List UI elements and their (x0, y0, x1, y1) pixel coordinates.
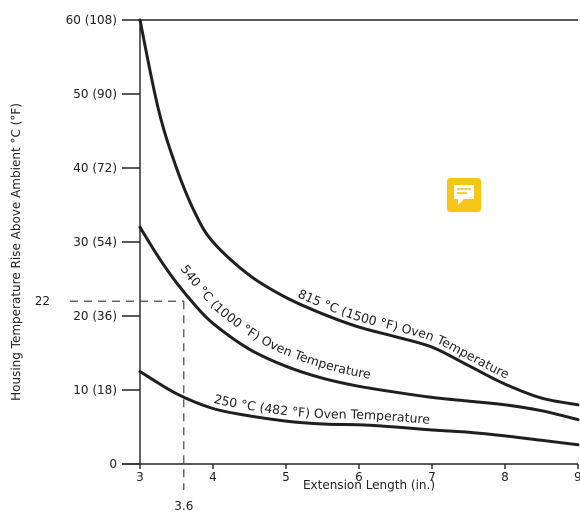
label-path (140, 14, 578, 399)
y-axis-title: Housing Temperature Rise Above Ambient °… (9, 103, 23, 401)
x-tick-label: 5 (282, 470, 290, 484)
curve-label: 250 °C (482 °F) Oven Temperature (212, 391, 431, 427)
comment-icon[interactable] (447, 178, 481, 212)
reference-guides: 223.6 (35, 294, 194, 513)
x-tick-label: 9 (574, 470, 580, 484)
series-line (138, 370, 580, 447)
x-tick-label: 7 (428, 470, 436, 484)
axes: 0 10 (18) 20 (36) 30 (54) 40 (72) 50 (90) 60 (… (66, 13, 580, 484)
y-tick-label: 60 (108) (66, 13, 117, 27)
y-tick-label: 30 (54) (73, 235, 117, 249)
y-tick-label: 50 (90) (73, 87, 117, 101)
series-line (138, 225, 580, 422)
x-tick-label: 4 (209, 470, 217, 484)
x-axis-title: Extension Length (in.) (303, 478, 435, 492)
reference-x-label: 3.6 (174, 499, 193, 513)
y-tick-label: 10 (18) (73, 383, 117, 397)
x-tick-label: 6 (355, 470, 363, 484)
x-tick-label: 8 (501, 470, 509, 484)
y-tick-label: 0 (109, 457, 117, 471)
series-line (138, 18, 580, 407)
curves (138, 18, 580, 447)
x-tick-label: 3 (136, 470, 144, 484)
y-tick-label: 20 (36) (73, 309, 117, 323)
reference-y-label: 22 (35, 294, 50, 308)
y-tick-label: 40 (72) (73, 161, 117, 175)
